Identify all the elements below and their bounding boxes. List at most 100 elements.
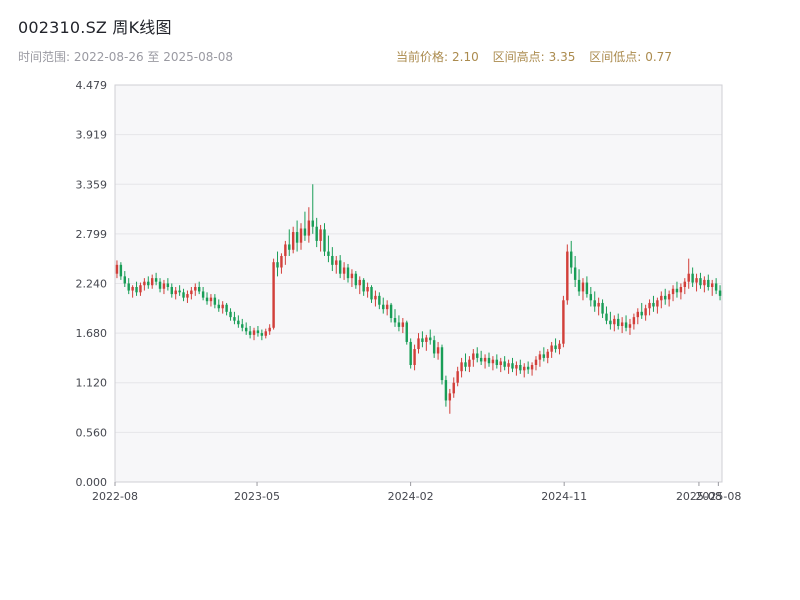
candle-body [143, 281, 146, 286]
candle-body [385, 304, 389, 310]
candle-body [440, 347, 444, 381]
candle-body [401, 322, 405, 327]
candle-body [718, 290, 722, 296]
y-tick-label: 2.240 [76, 277, 108, 290]
candle-body [636, 311, 640, 318]
candle-body [147, 281, 150, 286]
candle-body [448, 393, 452, 401]
candle-body [170, 287, 173, 295]
candle-body [530, 365, 534, 370]
y-tick-label: 1.680 [76, 327, 108, 340]
candle-body [695, 278, 698, 283]
candle-body [515, 365, 518, 369]
candle-body [260, 333, 264, 336]
y-tick-label: 3.359 [76, 178, 108, 191]
candle-body [119, 264, 123, 277]
candle-body [272, 262, 275, 328]
candle-body [182, 292, 185, 298]
candle-body [456, 371, 459, 383]
candle-body [507, 363, 510, 367]
candle-body [429, 337, 432, 341]
range-low-label: 区间低点: [589, 50, 642, 64]
candle-body [562, 300, 565, 344]
candle-body [154, 278, 158, 282]
candle-body [331, 255, 334, 265]
page-title: 002310.SZ 周K线图 [18, 18, 172, 37]
candle-body [558, 343, 561, 350]
candle-body [335, 260, 338, 265]
candle-body [479, 357, 483, 362]
candle-body [523, 366, 526, 371]
range-high-label: 区间高点: [492, 50, 545, 64]
candle-body [197, 287, 201, 292]
candle-body [546, 351, 549, 358]
subtitle-row: 时间范围: 2022-08-26 至 2025-08-08 当前价格: 2.10 … [0, 48, 800, 66]
candle-body [358, 279, 361, 286]
candle-body [288, 244, 291, 250]
candle-body [683, 281, 687, 288]
x-tick-label: 2024-02 [388, 490, 434, 503]
candle-body [378, 295, 381, 305]
candle-body [123, 276, 127, 284]
candle-body [664, 295, 667, 300]
candle-body [495, 359, 499, 366]
candle-body [710, 283, 714, 288]
candle-body [307, 220, 311, 236]
candle-body [413, 349, 416, 366]
candle-body [303, 228, 307, 236]
candle-body [393, 318, 397, 323]
candle-body [620, 322, 624, 327]
candle-body [127, 283, 130, 291]
kline-chart-area: 0.000 0.560 1.120 1.680 2.240 2.799 3.359 3.919… [0, 68, 800, 518]
candle-body [409, 341, 412, 366]
candle-body [503, 361, 506, 367]
candle-body [186, 294, 189, 298]
candle-body [487, 357, 491, 364]
candle-body [699, 278, 702, 286]
candle-body [342, 267, 346, 274]
price-info: 当前价格: 2.10 区间高点: 3.35 区间低点: 0.77 [396, 48, 676, 65]
candle-body [491, 359, 495, 364]
range-high-value: 3.35 [548, 50, 576, 64]
candle-body [209, 297, 213, 302]
candle-body [244, 327, 248, 332]
candle-body [644, 308, 647, 316]
candle-body [405, 322, 408, 342]
candle-body [131, 287, 134, 291]
candle-body [601, 302, 604, 314]
candle-body [554, 345, 557, 350]
candle-body [585, 282, 589, 295]
candle-body [233, 317, 236, 321]
x-tick-label: 2023-05 [234, 490, 280, 503]
candle-body [221, 304, 224, 309]
x-tick-label: 2025-08 [695, 490, 741, 503]
candle-body [248, 331, 252, 335]
candle-body [264, 331, 267, 336]
candle-body [346, 267, 350, 279]
candle-body [178, 290, 181, 293]
candle-body [417, 338, 420, 350]
range-low-value: 0.77 [645, 50, 672, 64]
time-range-label: 时间范围: 2022-08-26 至 2025-08-08 [18, 50, 233, 64]
candle-body [707, 279, 710, 288]
candle-body [640, 311, 643, 316]
candle-body [194, 287, 197, 291]
candle-body [511, 363, 514, 369]
candle-body [570, 251, 573, 268]
candle-body [276, 262, 279, 268]
candle-body [327, 251, 330, 256]
candle-body [382, 304, 385, 310]
x-tick-label: 2022-08 [92, 490, 138, 503]
candle-body [671, 288, 675, 295]
x-tick-label: 2025-08 [676, 490, 722, 503]
candle-body [542, 354, 546, 358]
candle-body [714, 283, 718, 291]
candle-body [464, 362, 467, 367]
current-price-label: 当前价格: [396, 50, 449, 64]
candle-body [362, 279, 365, 292]
candle-body [436, 347, 440, 354]
current-price-value: 2.10 [452, 50, 479, 64]
y-tick-label: 2.799 [76, 228, 108, 241]
candle-body [679, 287, 683, 293]
candle-body [648, 302, 651, 309]
